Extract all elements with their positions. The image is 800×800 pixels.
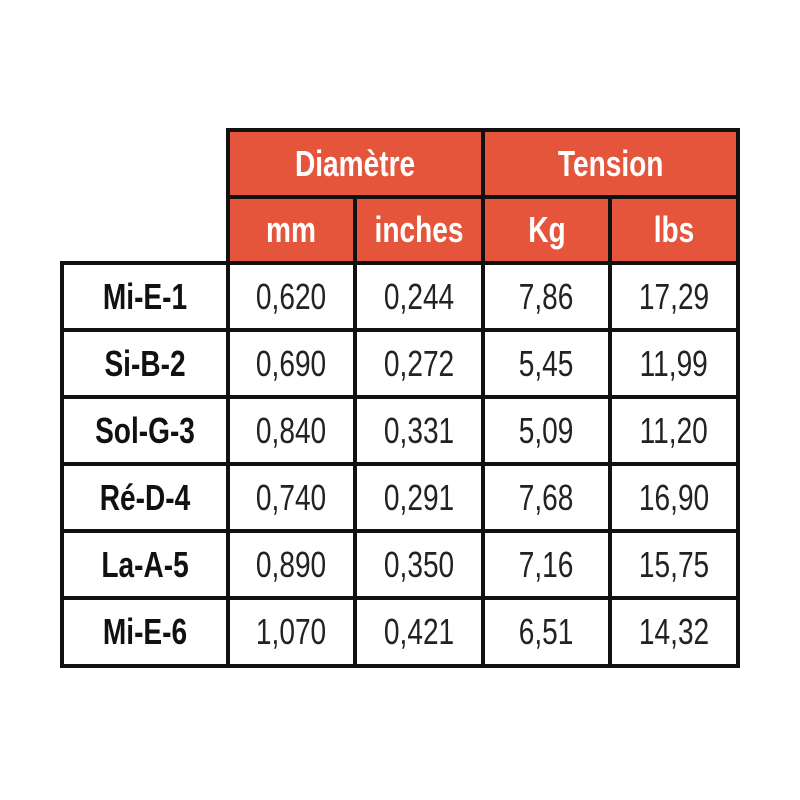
cell-value-text: 7,16 — [519, 543, 574, 585]
cell-value: 1,070 — [226, 596, 357, 668]
cell-value: 6,51 — [481, 596, 612, 668]
row-label-text: Mi-E-1 — [102, 275, 188, 317]
row-label-text: La-A-5 — [101, 543, 189, 585]
unit-header: mm — [226, 195, 357, 265]
cell-value-text: 0,690 — [256, 342, 327, 384]
cell-value: 0,620 — [226, 261, 357, 332]
unit-header-text: lbs — [653, 209, 695, 250]
row-label: Ré-D-4 — [60, 462, 230, 533]
row-label-text: Ré-D-4 — [99, 476, 191, 518]
cell-value: 0,350 — [353, 529, 485, 600]
row-label-text: Sol-G-3 — [95, 409, 195, 451]
cell-value-text: 0,740 — [256, 476, 327, 518]
cell-value-text: 7,86 — [519, 275, 574, 317]
cell-value-text: 5,45 — [519, 342, 574, 384]
cell-value: 15,75 — [608, 529, 740, 600]
row-label-text: Mi-E-6 — [102, 611, 188, 652]
cell-value-text: 5,09 — [519, 409, 574, 451]
row-label: Si-B-2 — [60, 328, 230, 399]
cell-value: 0,421 — [353, 596, 485, 668]
unit-header: Kg — [481, 195, 612, 265]
unit-header: inches — [353, 195, 485, 265]
cell-value-text: 17,29 — [638, 275, 710, 317]
cell-value-text: 15,75 — [638, 543, 710, 585]
group-header-text: Tension — [557, 142, 664, 184]
cell-value-text: 0,350 — [383, 543, 455, 585]
cell-value: 7,86 — [481, 261, 612, 332]
cell-value: 0,331 — [353, 395, 485, 466]
group-header: Diamètre — [226, 128, 485, 199]
cell-value: 0,690 — [226, 328, 357, 399]
cell-value: 0,272 — [353, 328, 485, 399]
cell-value: 11,99 — [608, 328, 740, 399]
unit-header-text: Kg — [527, 209, 566, 250]
cell-value-text: 0,890 — [256, 543, 327, 585]
cell-value-text: 0,840 — [256, 409, 327, 451]
cell-value: 0,291 — [353, 462, 485, 533]
cell-value-text: 0,272 — [383, 342, 455, 384]
cell-value: 7,16 — [481, 529, 612, 600]
cell-value: 0,244 — [353, 261, 485, 332]
cell-value-text: 0,421 — [383, 611, 455, 652]
cell-value-text: 1,070 — [256, 611, 327, 652]
cell-value: 0,740 — [226, 462, 357, 533]
cell-value-text: 7,68 — [519, 476, 574, 518]
cell-value-text: 11,20 — [639, 409, 709, 451]
row-label: Sol-G-3 — [60, 395, 230, 466]
cell-value-text: 11,99 — [639, 342, 709, 384]
row-label-text: Si-B-2 — [104, 342, 186, 384]
cell-value-text: 0,291 — [383, 476, 455, 518]
unit-header-text: mm — [266, 209, 317, 250]
row-label: La-A-5 — [60, 529, 230, 600]
unit-header: lbs — [608, 195, 740, 265]
cell-value-text: 16,90 — [638, 476, 710, 518]
row-label: Mi-E-6 — [60, 596, 230, 668]
group-header: Tension — [481, 128, 740, 199]
cell-value: 7,68 — [481, 462, 612, 533]
cell-value: 11,20 — [608, 395, 740, 466]
cell-value: 0,890 — [226, 529, 357, 600]
cell-value: 16,90 — [608, 462, 740, 533]
cell-value: 14,32 — [608, 596, 740, 668]
cell-value-text: 6,51 — [519, 611, 574, 652]
cell-value-text: 14,32 — [638, 611, 710, 652]
row-label: Mi-E-1 — [60, 261, 230, 332]
unit-header-text: inches — [374, 209, 464, 250]
cell-value-text: 0,244 — [383, 275, 455, 317]
cell-value: 5,45 — [481, 328, 612, 399]
cell-value-text: 0,620 — [256, 275, 327, 317]
cell-value: 0,840 — [226, 395, 357, 466]
cell-value: 5,09 — [481, 395, 612, 466]
group-header-text: Diamètre — [295, 142, 416, 184]
cell-value-text: 0,331 — [383, 409, 455, 451]
cell-value: 17,29 — [608, 261, 740, 332]
